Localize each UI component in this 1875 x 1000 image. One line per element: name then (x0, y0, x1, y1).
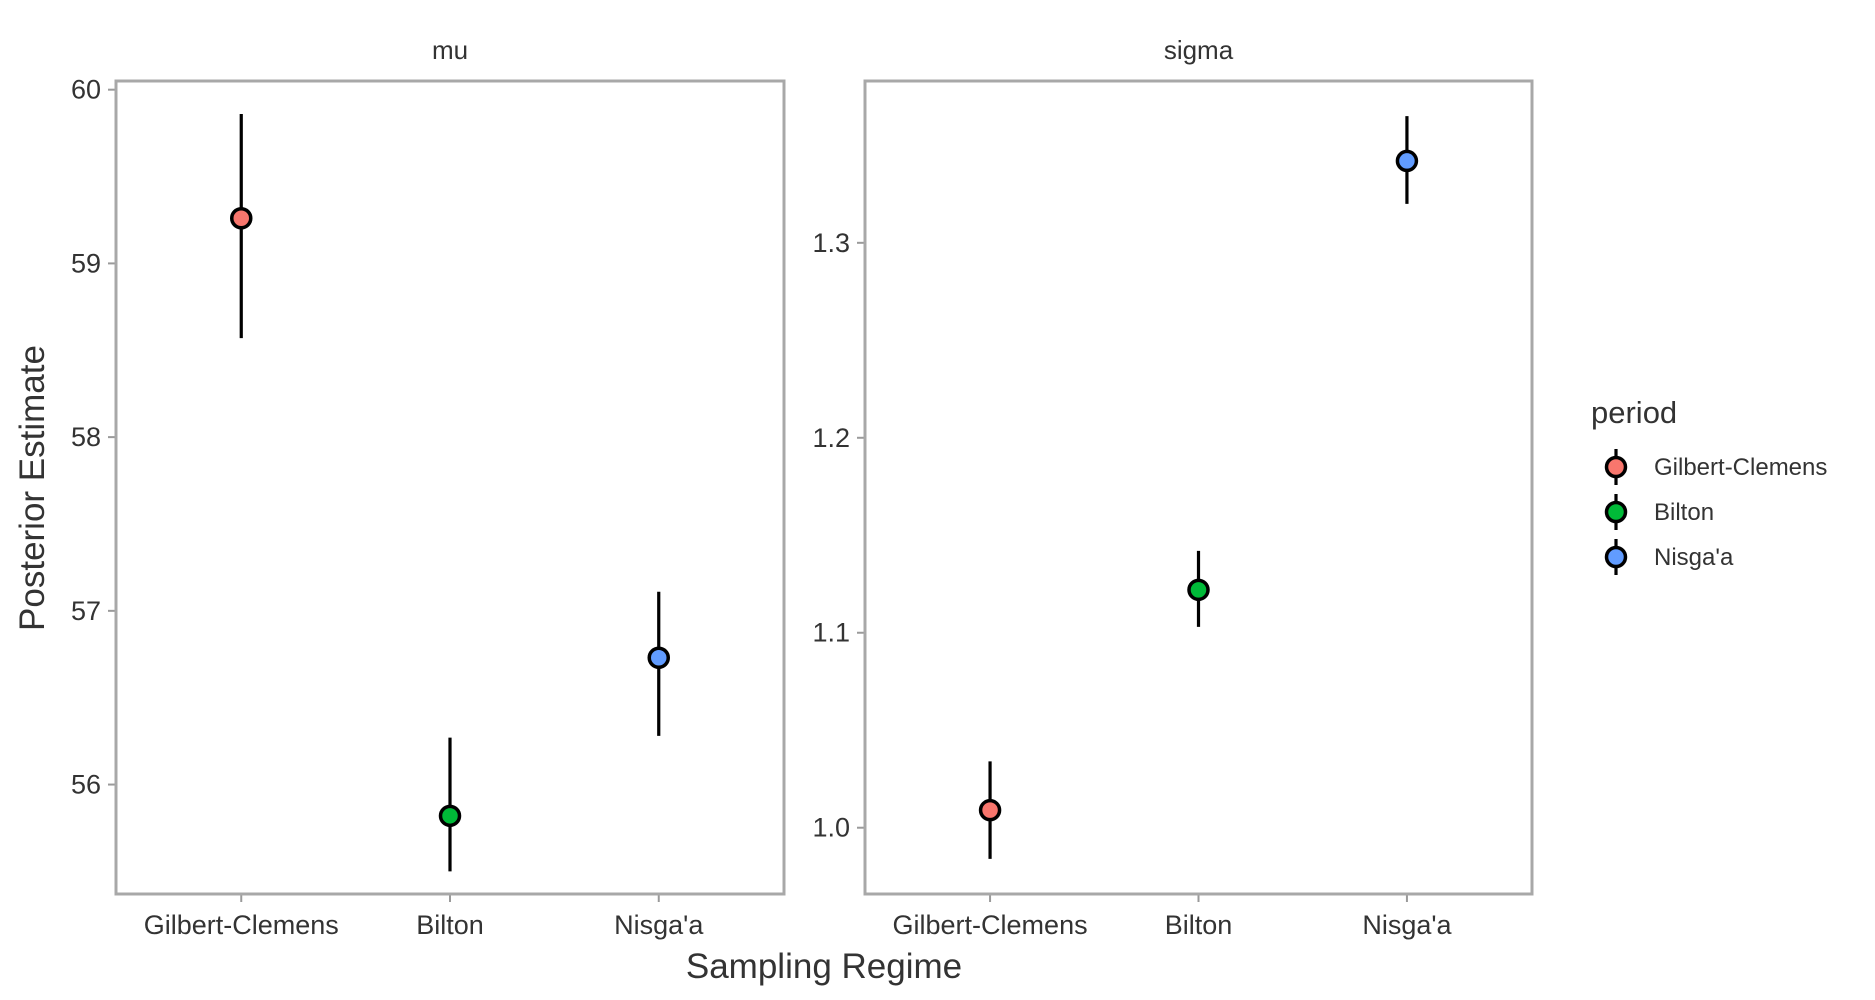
y-tick-label: 58 (71, 422, 101, 452)
legend-label: Gilbert-Clemens (1654, 454, 1827, 481)
panel-title: mu (432, 35, 468, 65)
data-point (1395, 149, 1419, 173)
legend-item: Nisga'a (1604, 539, 1734, 575)
x-tick-label: Gilbert-Clemens (893, 910, 1088, 940)
panel-border (114, 79, 786, 896)
x-tick-label: Gilbert-Clemens (144, 910, 339, 940)
panel-mu: mu 56 57 58 59 60 Gilbert-Clemens Bilton Nisga'a (71, 35, 786, 940)
legend: period Gilbert-Clemens Bilton Nisga'a (1591, 395, 1827, 575)
facet-panels: mu 56 57 58 59 60 Gilbert-Clemens Bilton Nisga'a… (71, 35, 1534, 940)
x-tick-label: Nisga'a (1362, 910, 1452, 940)
legend-label: Nisga'a (1654, 544, 1734, 571)
legend-item: Gilbert-Clemens (1604, 449, 1827, 485)
data-point (438, 804, 462, 828)
y-tick-label: 60 (71, 75, 101, 105)
y-tick-label: 57 (71, 596, 101, 626)
x-axis-title: Sampling Regime (686, 947, 962, 986)
x-tick-label: Bilton (416, 910, 484, 940)
data-point (647, 646, 670, 669)
y-tick-label: 59 (71, 248, 101, 278)
legend-key-point (1604, 500, 1628, 524)
legend-key-point (1604, 545, 1628, 569)
data-point (978, 798, 1002, 822)
panel-border (863, 79, 1534, 896)
legend-key-point (1604, 455, 1628, 479)
x-tick-label: Nisga'a (614, 910, 704, 940)
y-tick-label: 1.3 (812, 228, 850, 258)
y-tick-label: 1.2 (812, 423, 850, 453)
data-point (1187, 578, 1210, 602)
data-point (230, 206, 253, 230)
panel-title: sigma (1164, 35, 1234, 65)
y-tick-label: 56 (71, 770, 101, 800)
legend-label: Bilton (1654, 499, 1714, 526)
y-tick-label: 1.0 (812, 813, 850, 843)
panel-sigma: sigma 1.0 1.1 1.2 1.3 Gilbert-Clemens Bilton Ni… (812, 35, 1534, 940)
legend-title: period (1591, 395, 1677, 430)
y-tick-label: 1.1 (812, 618, 850, 648)
x-tick-label: Bilton (1165, 910, 1233, 940)
y-axis-title: Posterior Estimate (13, 345, 52, 631)
legend-item: Bilton (1604, 494, 1714, 530)
